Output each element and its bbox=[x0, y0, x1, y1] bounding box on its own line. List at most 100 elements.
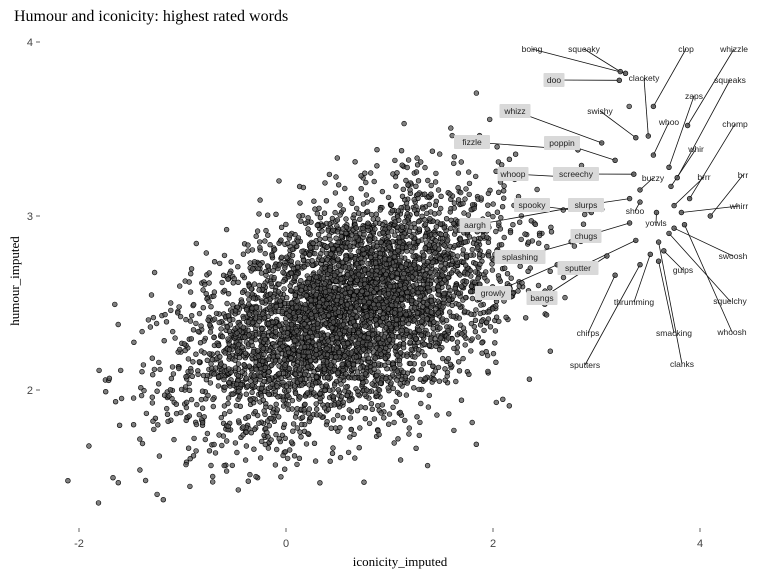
scatter-point bbox=[455, 290, 462, 297]
scatter-point bbox=[294, 328, 300, 334]
scatter-point bbox=[406, 425, 412, 431]
scatter-point bbox=[381, 415, 387, 421]
scatter-point bbox=[193, 320, 199, 327]
scatter-point bbox=[466, 169, 472, 175]
scatter-point bbox=[248, 339, 255, 345]
scatter-point bbox=[367, 237, 373, 243]
scatter-point bbox=[269, 381, 275, 387]
scatter-point bbox=[65, 478, 71, 484]
scatter-point bbox=[310, 326, 317, 332]
scatter-point bbox=[290, 421, 297, 427]
scatter-point bbox=[544, 243, 550, 250]
scatter-point bbox=[429, 274, 435, 280]
scatter-point bbox=[440, 355, 446, 362]
scatter-point bbox=[459, 331, 465, 337]
scatter-point bbox=[427, 216, 433, 222]
scatter-point bbox=[276, 414, 282, 420]
scatter-point bbox=[518, 213, 525, 219]
scatter-point bbox=[154, 388, 160, 394]
scatter-point bbox=[349, 232, 355, 238]
scatter-point bbox=[340, 415, 346, 421]
scatter-point bbox=[351, 431, 357, 437]
scatter-point bbox=[362, 304, 368, 310]
scatter-point bbox=[229, 462, 236, 469]
scatter-point bbox=[404, 204, 410, 211]
scatter-point bbox=[469, 336, 475, 342]
scatter-point bbox=[297, 200, 303, 206]
scatter-point bbox=[319, 257, 325, 263]
scatter-point bbox=[338, 233, 344, 240]
scatter-point bbox=[332, 284, 338, 291]
scatter-point bbox=[356, 271, 362, 278]
scatter-point bbox=[534, 186, 540, 193]
scatter-point bbox=[386, 244, 392, 250]
scatter-point bbox=[292, 337, 298, 344]
scatter-point bbox=[207, 329, 214, 335]
scatter-point bbox=[522, 315, 529, 321]
scatter-point bbox=[313, 374, 320, 380]
scatter-point bbox=[374, 276, 380, 282]
scatter-point bbox=[362, 170, 368, 176]
scatter-point bbox=[96, 367, 102, 374]
scatter-point bbox=[334, 217, 341, 223]
scatter-point bbox=[296, 455, 303, 461]
scatter-point bbox=[492, 340, 498, 346]
scatter-point bbox=[232, 365, 239, 371]
word-label: smacking bbox=[656, 328, 692, 338]
scatter-point bbox=[454, 349, 460, 356]
scatter-point bbox=[392, 157, 398, 164]
scatter-point bbox=[110, 475, 116, 481]
scatter-point bbox=[317, 390, 323, 397]
scatter-point bbox=[235, 279, 241, 285]
scatter-point bbox=[189, 373, 196, 379]
scatter-point bbox=[374, 268, 380, 274]
word-label: whoosh bbox=[716, 327, 747, 337]
scatter-point bbox=[493, 314, 500, 320]
scatter-point bbox=[394, 325, 400, 331]
scatter-point bbox=[490, 201, 496, 207]
scatter-point bbox=[392, 344, 398, 350]
scatter-point bbox=[479, 350, 485, 356]
scatter-point bbox=[394, 170, 400, 176]
scatter-point bbox=[560, 207, 566, 213]
scatter-point bbox=[426, 201, 432, 208]
scatter-point bbox=[457, 272, 463, 278]
scatter-point bbox=[416, 327, 422, 334]
scatter-point bbox=[250, 295, 257, 301]
scatter-point bbox=[398, 296, 405, 302]
scatter-point bbox=[139, 328, 145, 335]
highlight-point bbox=[661, 248, 667, 254]
scatter-point bbox=[230, 280, 237, 286]
scatter-point bbox=[361, 231, 367, 238]
scatter-point bbox=[422, 191, 428, 197]
scatter-point bbox=[402, 218, 408, 225]
scatter-point bbox=[297, 429, 303, 435]
scatter-point bbox=[360, 380, 366, 386]
scatter-point bbox=[257, 239, 263, 245]
highlight-point bbox=[631, 171, 637, 177]
scatter-point bbox=[205, 317, 211, 323]
scatter-point bbox=[466, 191, 472, 198]
scatter-point bbox=[460, 247, 466, 253]
scatter-point bbox=[454, 339, 461, 345]
scatter-point bbox=[245, 383, 251, 389]
scatter-point bbox=[217, 260, 223, 267]
scatter-point bbox=[317, 215, 324, 221]
scatter-point bbox=[240, 315, 247, 322]
scatter-point bbox=[280, 452, 286, 459]
scatter-point bbox=[373, 390, 379, 396]
scatter-point bbox=[368, 401, 375, 407]
scatter-point bbox=[453, 256, 459, 263]
scatter-point bbox=[432, 336, 438, 342]
scatter-point bbox=[414, 414, 420, 420]
scatter-point bbox=[242, 457, 249, 463]
scatter-point bbox=[357, 281, 364, 287]
scatter-point bbox=[408, 360, 414, 367]
scatter-point bbox=[428, 309, 435, 315]
scatter-point bbox=[391, 253, 397, 260]
highlight-point bbox=[637, 262, 643, 268]
scatter-point bbox=[203, 250, 210, 256]
scatter-point bbox=[516, 219, 523, 225]
scatter-point bbox=[398, 204, 404, 211]
scatter-point bbox=[412, 354, 418, 360]
